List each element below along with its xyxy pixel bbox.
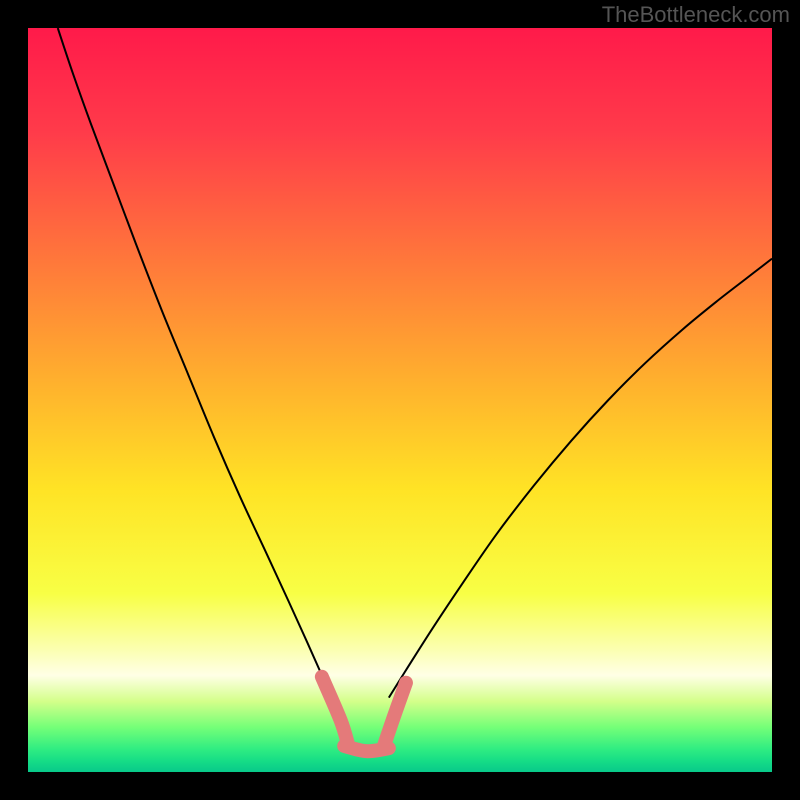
- left-curve: [58, 28, 332, 698]
- curve-layer: [28, 28, 772, 772]
- left-segment: [322, 677, 348, 744]
- right-curve: [389, 259, 772, 698]
- chart-root: TheBottleneck.com: [0, 0, 800, 800]
- right-segment: [384, 683, 406, 747]
- watermark-text: TheBottleneck.com: [602, 2, 790, 28]
- plot-area: [28, 28, 772, 772]
